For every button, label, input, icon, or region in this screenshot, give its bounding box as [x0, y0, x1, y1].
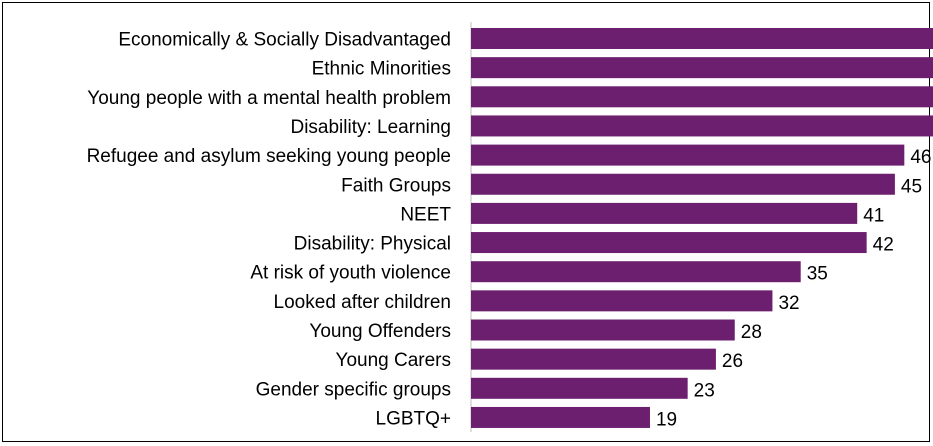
data-label: 28 [741, 322, 762, 343]
category-label: Looked after children [274, 292, 451, 313]
category-label: Economically & Socially Disadvantaged [118, 30, 451, 51]
category-label: Young Carers [336, 350, 451, 371]
bar [471, 348, 716, 370]
bar [471, 290, 773, 312]
category-label: Disability: Learning [290, 117, 451, 138]
category-label: NEET [400, 204, 451, 225]
bar [471, 202, 858, 224]
bar [471, 377, 688, 399]
bar [471, 406, 650, 428]
bar [471, 144, 905, 166]
data-label: 19 [656, 409, 677, 430]
bars-group [471, 28, 933, 428]
data-label: 35 [807, 264, 828, 285]
bar [471, 319, 735, 341]
bar [471, 28, 933, 49]
data-label: 45 [901, 176, 922, 197]
data-label: 32 [778, 293, 799, 314]
data-label: 46 [910, 147, 931, 168]
bar [471, 86, 933, 108]
data-label: 23 [694, 380, 715, 401]
bar [471, 57, 933, 79]
bar [471, 173, 895, 195]
bar [471, 261, 801, 283]
category-label: Faith Groups [341, 175, 451, 196]
category-label: Disability: Physical [294, 234, 451, 255]
bar [471, 115, 933, 137]
category-label: Ethnic Minorities [312, 59, 451, 80]
data-label: 26 [722, 351, 743, 372]
category-label: Young Offenders [309, 321, 451, 342]
data-label: 41 [863, 205, 884, 226]
category-label: LGBTQ+ [376, 408, 452, 429]
data-label: 42 [873, 235, 894, 256]
category-label: Gender specific groups [256, 379, 451, 400]
value-labels: 9182645646454142353228262319 [656, 147, 931, 430]
category-labels: Economically & Socially Disadvantaged Eth… [87, 30, 452, 430]
bar [471, 232, 867, 254]
category-label: At risk of youth violence [250, 263, 451, 284]
category-label: Refugee and asylum seeking young people [87, 146, 451, 167]
category-label: Young people with a mental health proble… [87, 88, 451, 109]
